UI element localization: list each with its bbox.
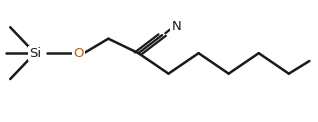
- Text: O: O: [73, 47, 84, 60]
- Text: N: N: [171, 20, 181, 33]
- Text: Si: Si: [29, 47, 41, 60]
